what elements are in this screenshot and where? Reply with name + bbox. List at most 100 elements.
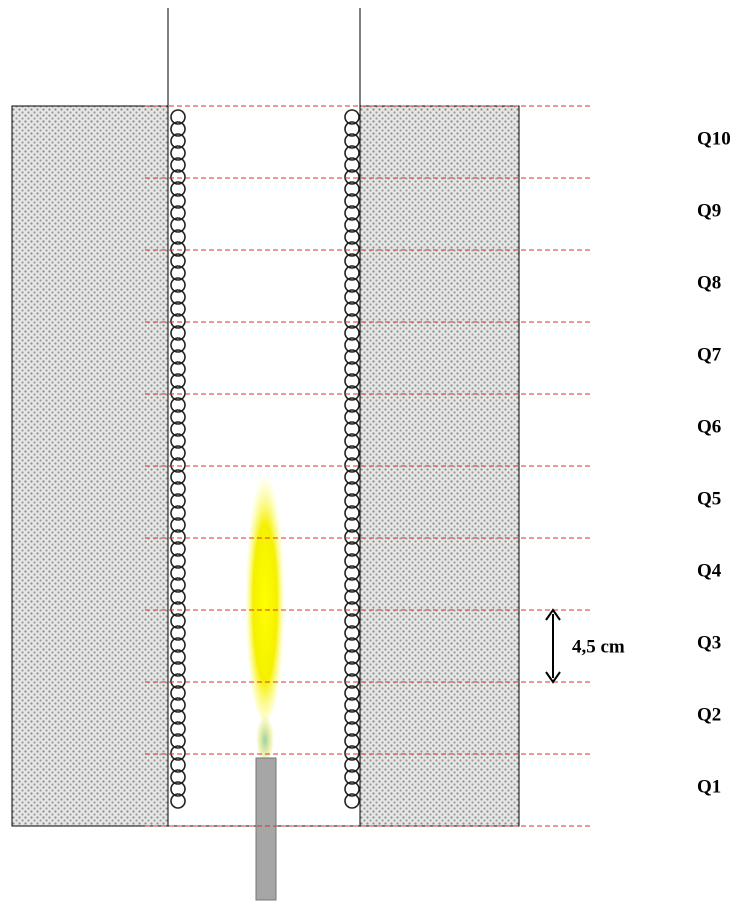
coil-turn xyxy=(344,565,360,581)
coil-turn xyxy=(344,685,360,701)
zone-label: Q3 xyxy=(697,632,721,653)
coil-turn xyxy=(344,241,360,257)
coil-turn xyxy=(344,457,360,473)
coil-turn xyxy=(170,469,186,485)
coil-turn xyxy=(344,385,360,401)
coil-turn xyxy=(344,157,360,173)
coil-turn xyxy=(170,481,186,497)
zone-label: Q6 xyxy=(697,416,721,437)
coil-turn xyxy=(344,181,360,197)
coil-turn xyxy=(170,445,186,461)
coil-turn xyxy=(344,589,360,605)
coil-turn xyxy=(170,133,186,149)
coil-turn xyxy=(344,265,360,281)
coil-turn xyxy=(344,253,360,269)
coil-turn xyxy=(344,601,360,617)
coil-turn xyxy=(344,121,360,137)
coil-turn xyxy=(170,673,186,689)
coil-turn xyxy=(344,733,360,749)
flame-base xyxy=(256,710,274,760)
coil-turn xyxy=(344,757,360,773)
coils xyxy=(170,109,360,809)
coil-turn xyxy=(170,769,186,785)
coil-turn xyxy=(344,301,360,317)
coil-turn xyxy=(170,421,186,437)
coil-turn xyxy=(344,505,360,521)
coil-turn xyxy=(344,517,360,533)
coil-turn xyxy=(170,301,186,317)
dimension-label: 4,5 cm xyxy=(572,636,625,657)
coil-turn xyxy=(170,589,186,605)
coil-turn xyxy=(344,769,360,785)
coil-turn xyxy=(170,781,186,797)
coil-turn xyxy=(170,757,186,773)
coil-turn xyxy=(170,697,186,713)
coil-turn xyxy=(344,397,360,413)
coil-turn xyxy=(170,193,186,209)
coil-turn xyxy=(170,349,186,365)
coil-turn xyxy=(170,325,186,341)
coil-turn xyxy=(170,337,186,353)
coil-turn xyxy=(344,409,360,425)
zones: Q10 Q9 Q8 Q7 Q6 Q5 Q4 Q3 Q2 Q1 xyxy=(145,105,731,827)
coil-turn xyxy=(344,613,360,629)
coil-turn xyxy=(170,553,186,569)
coil-turn xyxy=(344,433,360,449)
coil-turn xyxy=(344,709,360,725)
coil-turn xyxy=(170,613,186,629)
coil-turn xyxy=(170,721,186,737)
coil-turn xyxy=(170,361,186,377)
coil-turn xyxy=(344,145,360,161)
coil-turn xyxy=(344,493,360,509)
coil-turn xyxy=(344,577,360,593)
coil-turn xyxy=(170,253,186,269)
coil-turn xyxy=(170,793,186,809)
coil-turn xyxy=(344,421,360,437)
coil-turn xyxy=(170,109,186,125)
coil-turn xyxy=(170,157,186,173)
coil-turn xyxy=(344,697,360,713)
coil-turn xyxy=(170,217,186,233)
zone-label: Q7 xyxy=(697,344,722,365)
coil-turn xyxy=(344,169,360,185)
coil-turn xyxy=(344,649,360,665)
coil-turn xyxy=(170,265,186,281)
zone-label: Q9 xyxy=(697,200,721,221)
coil-turn xyxy=(170,709,186,725)
zone-label: Q10 xyxy=(697,128,731,149)
coil-turn xyxy=(170,685,186,701)
zone-label: Q8 xyxy=(697,272,721,293)
coil-turn xyxy=(344,661,360,677)
coil-turn xyxy=(344,625,360,641)
coil-turn xyxy=(170,433,186,449)
coil-turn xyxy=(170,565,186,581)
coil-turn xyxy=(170,373,186,389)
coil-turn xyxy=(170,145,186,161)
coil-turn xyxy=(344,745,360,761)
coil-turn xyxy=(170,745,186,761)
coil-turn xyxy=(344,313,360,329)
coil-turn xyxy=(170,409,186,425)
zone-label: Q2 xyxy=(697,704,721,725)
coil-turn xyxy=(344,481,360,497)
burner xyxy=(255,757,277,901)
coil-turn xyxy=(344,193,360,209)
coil-turn xyxy=(344,325,360,341)
coil-turn xyxy=(344,721,360,737)
coil-turn xyxy=(344,289,360,305)
coil-turn xyxy=(170,313,186,329)
coil-turn xyxy=(170,493,186,509)
coil-turn xyxy=(170,241,186,257)
coil-turn xyxy=(170,121,186,137)
coil-turn xyxy=(170,289,186,305)
zone-label: Q1 xyxy=(697,776,721,797)
coil-turn xyxy=(170,169,186,185)
coil-turn xyxy=(170,661,186,677)
coil-turn xyxy=(170,205,186,221)
flame xyxy=(245,460,285,720)
coil-turn xyxy=(344,109,360,125)
coil-turn xyxy=(344,277,360,293)
coil-turn xyxy=(170,625,186,641)
coil-turn xyxy=(344,673,360,689)
zone-label: Q4 xyxy=(697,560,722,581)
